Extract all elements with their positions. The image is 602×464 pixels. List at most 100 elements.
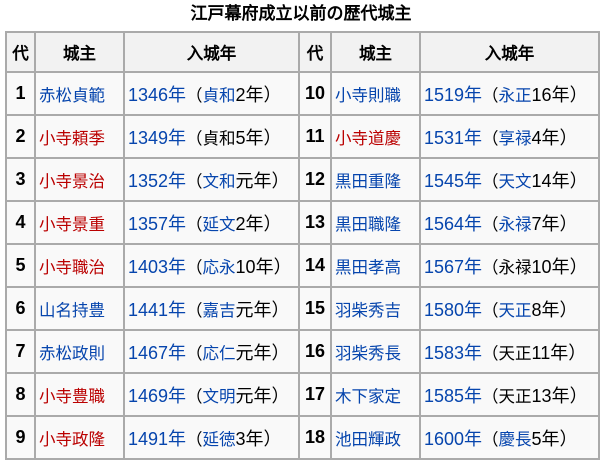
lord-cell: 小寺頼季 xyxy=(34,114,125,159)
era-link[interactable]: 文和 xyxy=(202,171,236,191)
lord-name-link[interactable]: 木下家定 xyxy=(335,386,401,406)
lord-name-link[interactable]: 羽柴秀吉 xyxy=(335,300,401,320)
year-link[interactable]: 1564年 xyxy=(424,213,483,234)
era-link[interactable]: 永正 xyxy=(498,85,532,105)
header-lord: 城主 xyxy=(330,31,421,73)
year-link[interactable]: 1357年 xyxy=(128,213,187,234)
entry-year-cell: 1441年（嘉吉元年） xyxy=(123,286,300,331)
lord-cell: 赤松貞範 xyxy=(34,71,125,116)
open-paren: （ xyxy=(482,214,499,234)
era-year: 13年） xyxy=(531,385,588,406)
lord-cell: 羽柴秀長 xyxy=(330,329,421,374)
table-row: 9 小寺政隆 1491年（延徳3年） 18 池田輝政 1600年（慶長5年） xyxy=(5,415,600,460)
era-year: 8年） xyxy=(531,299,578,320)
table-row: 4 小寺景重 1357年（延文2年） 13 黒田職隆 1564年（永禄7年） xyxy=(5,200,600,245)
generation-number: 16 xyxy=(298,329,332,374)
generation-number: 7 xyxy=(5,329,36,374)
open-paren: （ xyxy=(186,257,203,277)
year-link[interactable]: 1346年 xyxy=(128,84,187,105)
lord-cell: 山名持豊 xyxy=(34,286,125,331)
era-link[interactable]: 享禄 xyxy=(498,128,532,148)
era-link[interactable]: 応永 xyxy=(202,257,236,277)
lord-name-link[interactable]: 小寺則職 xyxy=(335,85,401,105)
year-link[interactable]: 1580年 xyxy=(424,299,483,320)
entry-year-cell: 1564年（永禄7年） xyxy=(419,200,600,245)
era-name: 貞和 xyxy=(202,128,236,148)
entry-year-cell: 1467年（応仁元年） xyxy=(123,329,300,374)
lord-name-link[interactable]: 池田輝政 xyxy=(335,429,401,449)
entry-year-cell: 1352年（文和元年） xyxy=(123,157,300,202)
generation-number: 9 xyxy=(5,415,36,460)
era-link[interactable]: 天正 xyxy=(498,300,532,320)
year-link[interactable]: 1531年 xyxy=(424,127,483,148)
lord-name-link[interactable]: 小寺道慶 xyxy=(335,128,401,148)
entry-year-cell: 1600年（慶長5年） xyxy=(419,415,600,460)
entry-year-cell: 1403年（応永10年） xyxy=(123,243,300,288)
lord-name-link[interactable]: 小寺職治 xyxy=(39,257,105,277)
generation-number: 18 xyxy=(298,415,332,460)
lord-name-link[interactable]: 小寺頼季 xyxy=(39,128,105,148)
year-link[interactable]: 1352年 xyxy=(128,170,187,191)
lord-cell: 黒田孝高 xyxy=(330,243,421,288)
era-link[interactable]: 嘉吉 xyxy=(202,300,236,320)
year-link[interactable]: 1469年 xyxy=(128,385,187,406)
year-link[interactable]: 1519年 xyxy=(424,84,483,105)
generation-number: 5 xyxy=(5,243,36,288)
era-link[interactable]: 延文 xyxy=(202,214,236,234)
era-link[interactable]: 永禄 xyxy=(498,214,532,234)
era-link[interactable]: 貞和 xyxy=(202,85,236,105)
lord-cell: 黒田職隆 xyxy=(330,200,421,245)
era-year: 7年） xyxy=(531,213,578,234)
year-link[interactable]: 1583年 xyxy=(424,342,483,363)
lord-name-link[interactable]: 黒田孝高 xyxy=(335,257,401,277)
era-link[interactable]: 天文 xyxy=(498,171,532,191)
era-year: 元年） xyxy=(235,299,290,320)
lord-cell: 黒田重隆 xyxy=(330,157,421,202)
year-link[interactable]: 1585年 xyxy=(424,385,483,406)
era-year: 元年） xyxy=(235,385,290,406)
entry-year-cell: 1583年（天正11年） xyxy=(419,329,600,374)
year-link[interactable]: 1403年 xyxy=(128,256,187,277)
year-link[interactable]: 1567年 xyxy=(424,256,483,277)
lord-name-link[interactable]: 小寺景重 xyxy=(39,214,105,234)
open-paren: （ xyxy=(482,386,499,406)
era-year: 元年） xyxy=(235,170,290,191)
generation-number: 12 xyxy=(298,157,332,202)
year-link[interactable]: 1349年 xyxy=(128,127,187,148)
lord-name-link[interactable]: 黒田重隆 xyxy=(335,171,401,191)
year-link[interactable]: 1441年 xyxy=(128,299,187,320)
lord-name-link[interactable]: 小寺景治 xyxy=(39,171,105,191)
year-link[interactable]: 1545年 xyxy=(424,170,483,191)
era-year: 2年） xyxy=(235,213,282,234)
year-link[interactable]: 1600年 xyxy=(424,428,483,449)
header-entry-year: 入城年 xyxy=(419,31,600,73)
era-link[interactable]: 慶長 xyxy=(498,429,532,449)
open-paren: （ xyxy=(186,85,203,105)
open-paren: （ xyxy=(186,171,203,191)
year-link[interactable]: 1491年 xyxy=(128,428,187,449)
lord-name-link[interactable]: 赤松政則 xyxy=(39,343,105,363)
era-link[interactable]: 延徳 xyxy=(202,429,236,449)
generation-number: 10 xyxy=(298,71,332,116)
open-paren: （ xyxy=(186,300,203,320)
lord-name-link[interactable]: 小寺政隆 xyxy=(39,429,105,449)
era-link[interactable]: 文明 xyxy=(202,386,236,406)
lord-name-link[interactable]: 赤松貞範 xyxy=(39,85,105,105)
lord-cell: 小寺職治 xyxy=(34,243,125,288)
lord-name-link[interactable]: 黒田職隆 xyxy=(335,214,401,234)
era-year: 5年） xyxy=(235,127,282,148)
lord-name-link[interactable]: 山名持豊 xyxy=(39,300,105,320)
table-row: 2 小寺頼季 1349年（貞和5年） 11 小寺道慶 1531年（享禄4年） xyxy=(5,114,600,159)
entry-year-cell: 1357年（延文2年） xyxy=(123,200,300,245)
lord-name-link[interactable]: 小寺豊職 xyxy=(39,386,105,406)
entry-year-cell: 1349年（貞和5年） xyxy=(123,114,300,159)
entry-year-cell: 1469年（文明元年） xyxy=(123,372,300,417)
year-link[interactable]: 1467年 xyxy=(128,342,187,363)
era-year: 4年） xyxy=(531,127,578,148)
open-paren: （ xyxy=(186,386,203,406)
lord-cell: 木下家定 xyxy=(330,372,421,417)
era-link[interactable]: 応仁 xyxy=(202,343,236,363)
generation-number: 17 xyxy=(298,372,332,417)
lord-name-link[interactable]: 羽柴秀長 xyxy=(335,343,401,363)
generation-number: 1 xyxy=(5,71,36,116)
